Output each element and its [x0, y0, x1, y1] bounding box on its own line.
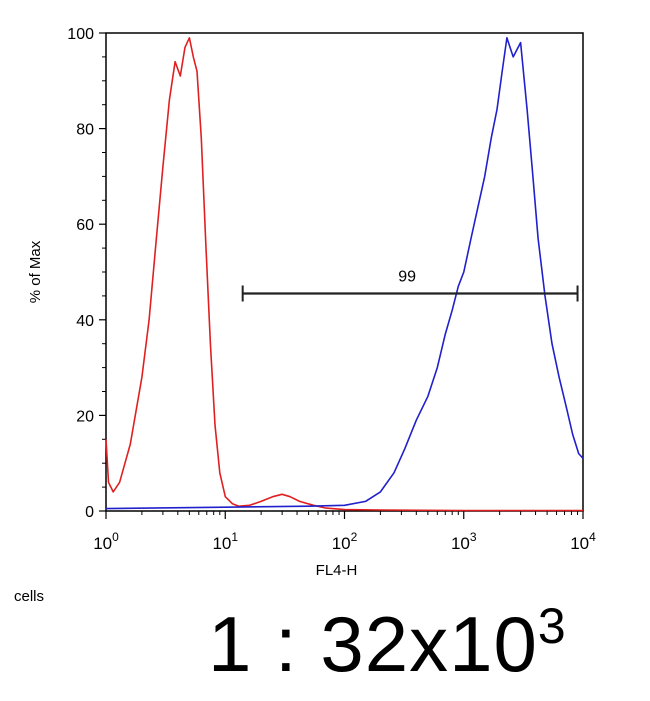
y-tick-label: 0	[85, 504, 94, 521]
dilution-ratio: 1 : 32x103	[208, 601, 567, 683]
x-tick-label: 100	[93, 530, 119, 553]
flow-cytometry-histogram: 0 20 40 60 80 100 100 101 102 103 104 FL4-H % of Max…	[27, 26, 596, 579]
x-tick-label: 103	[451, 530, 477, 553]
y-tick-label: 20	[76, 408, 94, 425]
gate-label: 99	[398, 269, 416, 286]
y-tick-label: 60	[76, 217, 94, 234]
x-tick-label: 102	[332, 530, 358, 553]
y-tick-label: 40	[76, 313, 94, 330]
dilution-ratio-text: 1 : 32x10	[208, 600, 538, 688]
y-tick-label: 100	[67, 26, 94, 43]
y-tick-label: 80	[76, 122, 94, 139]
histogram-series-1	[105, 37, 583, 512]
cells-label: cells	[14, 588, 45, 605]
y-axis-label: % of Max	[27, 240, 44, 303]
x-tick-label: 101	[212, 530, 238, 553]
dilution-ratio-exponent: 3	[537, 598, 567, 654]
x-axis-label: FL4-H	[316, 562, 358, 579]
plot-frame	[105, 32, 584, 512]
x-tick-label: 104	[570, 530, 596, 553]
histogram-series-2	[105, 37, 584, 510]
